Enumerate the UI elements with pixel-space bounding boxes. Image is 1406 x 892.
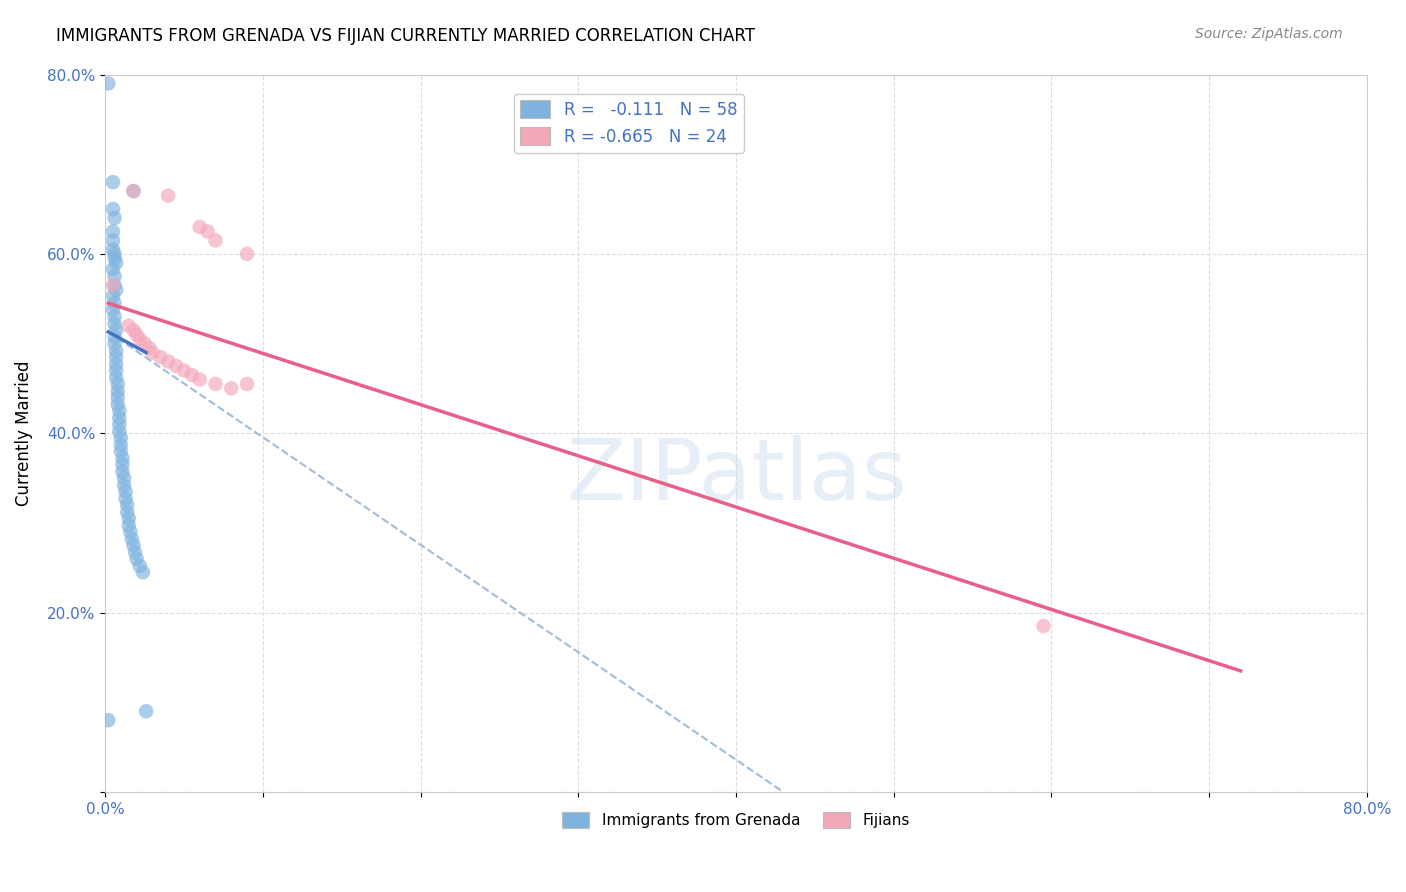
- Point: [114, 491, 136, 506]
- Point: [111, 451, 134, 466]
- Point: [180, 368, 202, 382]
- Point: [138, 341, 160, 355]
- Point: [103, 247, 125, 261]
- Point: [101, 262, 124, 277]
- Point: [122, 323, 145, 337]
- Point: [108, 417, 131, 432]
- Point: [165, 359, 187, 373]
- Point: [118, 518, 141, 533]
- Point: [108, 425, 131, 439]
- Point: [101, 243, 124, 257]
- Point: [101, 278, 124, 293]
- Text: Source: ZipAtlas.com: Source: ZipAtlas.com: [1195, 27, 1343, 41]
- Point: [107, 398, 129, 412]
- Point: [97, 713, 120, 727]
- Point: [110, 438, 132, 452]
- Point: [108, 404, 131, 418]
- Point: [122, 184, 145, 198]
- Legend: Immigrants from Grenada, Fijians: Immigrants from Grenada, Fijians: [555, 805, 917, 835]
- Point: [103, 336, 125, 351]
- Point: [101, 175, 124, 189]
- Point: [103, 211, 125, 225]
- Point: [134, 336, 156, 351]
- Point: [105, 370, 128, 384]
- Point: [112, 478, 135, 492]
- Point: [103, 269, 125, 284]
- Point: [204, 376, 226, 391]
- Point: [122, 184, 145, 198]
- Point: [105, 283, 128, 297]
- Point: [118, 511, 141, 525]
- Point: [101, 224, 124, 238]
- Point: [157, 354, 180, 368]
- Point: [1032, 619, 1054, 633]
- Point: [132, 566, 155, 580]
- Point: [188, 372, 211, 386]
- Point: [105, 363, 128, 377]
- Point: [103, 317, 125, 331]
- Point: [125, 551, 148, 566]
- Point: [122, 538, 145, 552]
- Point: [124, 545, 146, 559]
- Point: [105, 343, 128, 358]
- Point: [111, 465, 134, 479]
- Point: [105, 256, 128, 270]
- Point: [197, 224, 219, 238]
- Point: [97, 77, 120, 91]
- Point: [128, 558, 150, 573]
- Text: ZIPatlas: ZIPatlas: [565, 434, 907, 517]
- Point: [157, 188, 180, 202]
- Point: [219, 381, 242, 395]
- Point: [110, 431, 132, 445]
- Point: [103, 252, 125, 266]
- Point: [115, 498, 138, 512]
- Point: [107, 376, 129, 391]
- Point: [120, 524, 142, 539]
- Point: [107, 384, 129, 398]
- Point: [173, 363, 195, 377]
- Point: [236, 376, 259, 391]
- Point: [103, 296, 125, 310]
- Point: [103, 278, 125, 293]
- Point: [118, 318, 141, 333]
- Point: [107, 390, 129, 404]
- Point: [114, 484, 136, 499]
- Point: [105, 357, 128, 371]
- Y-axis label: Currently Married: Currently Married: [15, 360, 32, 506]
- Point: [111, 458, 134, 472]
- Point: [103, 310, 125, 324]
- Point: [149, 350, 172, 364]
- Point: [135, 704, 157, 718]
- Point: [141, 345, 163, 359]
- Point: [236, 247, 259, 261]
- Point: [112, 471, 135, 485]
- Text: IMMIGRANTS FROM GRENADA VS FIJIAN CURRENTLY MARRIED CORRELATION CHART: IMMIGRANTS FROM GRENADA VS FIJIAN CURREN…: [56, 27, 755, 45]
- Point: [108, 411, 131, 425]
- Point: [101, 234, 124, 248]
- Point: [101, 289, 124, 303]
- Point: [105, 350, 128, 364]
- Point: [115, 505, 138, 519]
- Point: [105, 323, 128, 337]
- Point: [103, 330, 125, 344]
- Point: [125, 327, 148, 342]
- Point: [110, 444, 132, 458]
- Point: [188, 219, 211, 234]
- Point: [204, 234, 226, 248]
- Point: [101, 202, 124, 216]
- Point: [128, 332, 150, 346]
- Point: [101, 302, 124, 317]
- Point: [121, 532, 143, 546]
